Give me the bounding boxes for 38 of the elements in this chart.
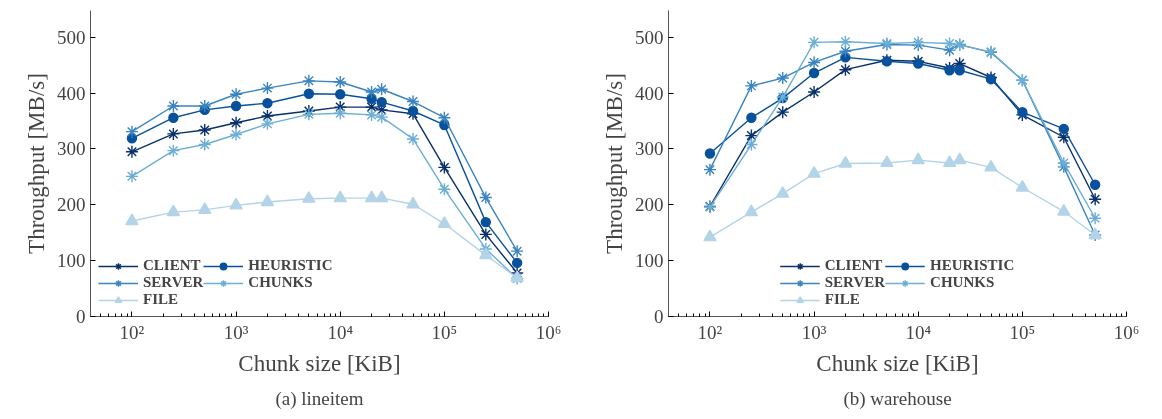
x-tick-label: 10² bbox=[697, 321, 723, 343]
legend-label: CLIENT bbox=[143, 257, 201, 274]
x-tick-label: 10⁶ bbox=[1113, 321, 1140, 343]
y-tick-label: 200 bbox=[635, 194, 664, 216]
legend-label: CLIENT bbox=[824, 257, 883, 274]
x-axis-title: Chunk size [KiB] bbox=[238, 350, 401, 376]
y-tick-label: 0 bbox=[654, 306, 664, 327]
x-tick-label: 10⁴ bbox=[327, 321, 354, 343]
x-tick-label: 10⁵ bbox=[1009, 321, 1036, 343]
legend-label: FILE bbox=[143, 291, 179, 308]
y-tick-label: 200 bbox=[57, 194, 86, 216]
x-tick-label: 10⁵ bbox=[431, 321, 458, 343]
y-tick-label: 0 bbox=[76, 306, 86, 327]
y-tick-label: 400 bbox=[635, 82, 664, 104]
y-tick-label: 300 bbox=[57, 138, 86, 160]
x-axis-title: Chunk size [KiB] bbox=[816, 350, 979, 376]
y-tick-label: 400 bbox=[57, 82, 86, 104]
legend-label: HEURISTIC bbox=[248, 257, 333, 274]
y-tick-label: 500 bbox=[57, 26, 86, 48]
legend-label: HEURISTIC bbox=[930, 257, 1015, 274]
y-tick-label: 100 bbox=[57, 250, 86, 272]
y-tick-label: 100 bbox=[635, 250, 664, 272]
text: (a) lineitem bbox=[275, 387, 364, 410]
y-axis-title: Throughput [MB/s] bbox=[602, 73, 627, 254]
x-tick-label: 10⁴ bbox=[905, 321, 932, 343]
legend-label: FILE bbox=[824, 291, 860, 308]
legend-label: CHUNKS bbox=[248, 274, 313, 291]
x-tick-label: 10² bbox=[119, 321, 145, 343]
y-tick-label: 500 bbox=[635, 26, 664, 48]
y-axis-title: Throughput [MB/s] bbox=[24, 73, 49, 254]
legend-label: SERVER bbox=[143, 274, 204, 291]
text: (b) warehouse bbox=[843, 387, 952, 410]
legend-label: SERVER bbox=[824, 274, 886, 291]
legend-label: CHUNKS bbox=[930, 274, 995, 291]
x-tick-label: 10³ bbox=[801, 321, 827, 343]
x-tick-label: 10³ bbox=[223, 321, 249, 343]
y-tick-label: 300 bbox=[635, 138, 664, 160]
x-tick-label: 10⁶ bbox=[535, 321, 562, 343]
